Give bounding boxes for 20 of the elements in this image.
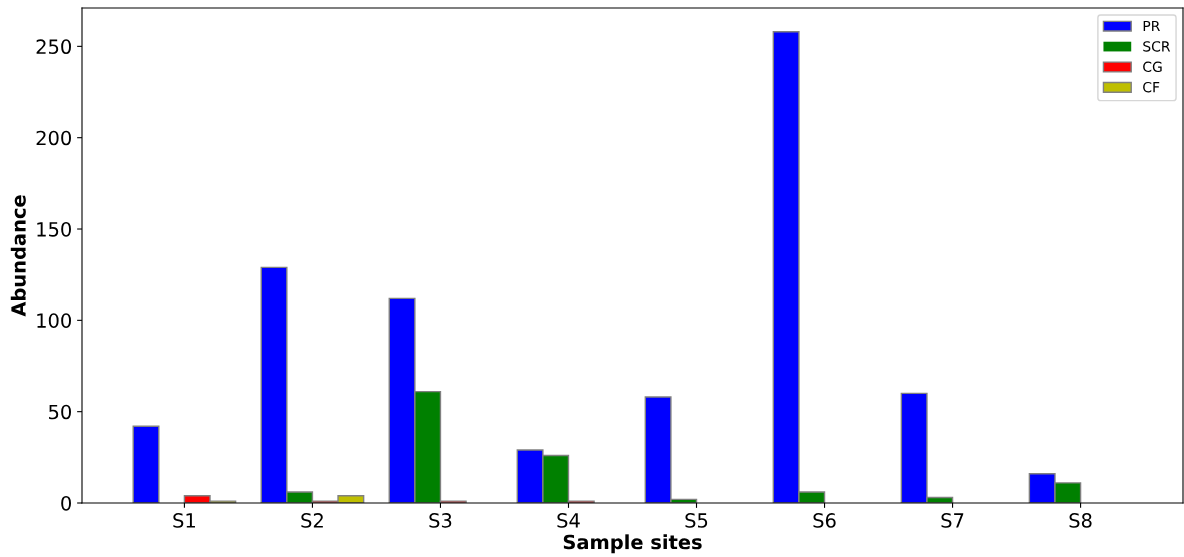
x-tick-label: S8	[1069, 513, 1092, 528]
x-tick-label: S5	[685, 513, 708, 528]
x-tick-label: S3	[429, 513, 452, 528]
y-tick-label: 50	[49, 404, 71, 420]
x-tick-label: S2	[301, 513, 323, 528]
y-tick-label: 150	[37, 221, 71, 237]
y-tick-label: 200	[36, 130, 71, 146]
x-axis-title: Sample sites	[563, 534, 702, 554]
legend-label: CF	[1143, 81, 1160, 93]
x-tick-label: S4	[557, 513, 580, 528]
y-tick-label: 250	[36, 39, 71, 55]
y-axis-title: Abundance	[10, 195, 26, 317]
legend-label: PR	[1143, 20, 1160, 32]
x-tick-label: S1	[173, 513, 195, 528]
x-tick-label: S6	[813, 513, 836, 528]
legend-label: CG	[1143, 61, 1162, 73]
legend-label: SCR	[1143, 41, 1171, 52]
y-tick-label: 0	[61, 495, 71, 511]
x-tick-label: S7	[941, 513, 964, 528]
y-tick-label: 100	[37, 313, 71, 329]
